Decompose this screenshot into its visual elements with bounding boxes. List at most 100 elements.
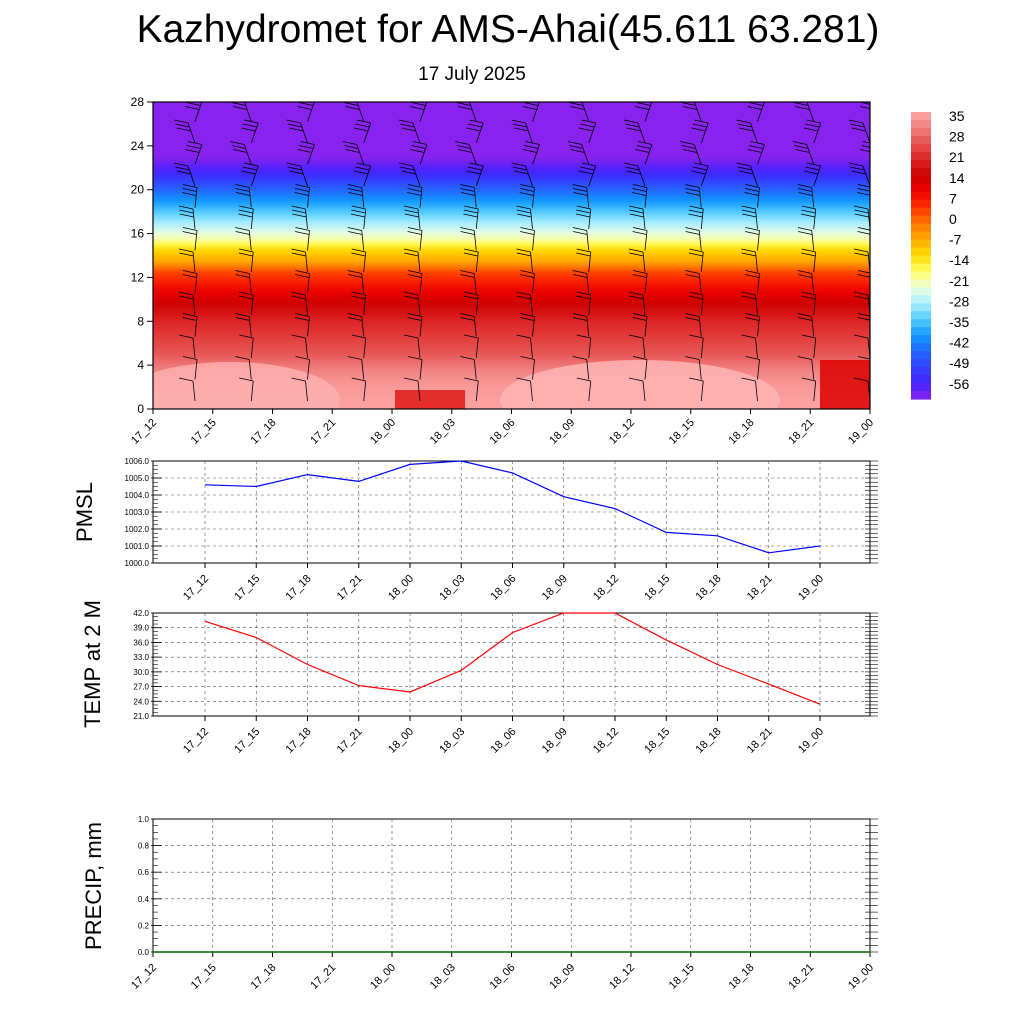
x-tick-label: 18_06: [488, 962, 518, 992]
wind-barb-flag: [741, 205, 756, 210]
wind-barb-flag: [573, 192, 588, 196]
wind-barb-flag: [749, 145, 764, 149]
wind-barb-flag: [632, 188, 647, 192]
wind-barb: [250, 294, 254, 316]
x-tick-label: 18_15: [642, 573, 672, 603]
panel-frame: [152, 460, 871, 564]
wind-barb-flag: [576, 377, 591, 382]
wind-barb-flag: [466, 127, 481, 132]
wind-barb-flag: [682, 149, 698, 153]
colorbar-label: -56: [949, 376, 969, 392]
wind-barb-flag: [516, 209, 531, 214]
wind-barb: [755, 294, 758, 316]
wind-barb-flag: [347, 184, 362, 188]
wind-barb: [700, 294, 704, 316]
wind-barb-flag: [407, 270, 423, 274]
wind-barb-flag: [568, 99, 582, 102]
wind-barb-flag: [860, 149, 870, 153]
heatmap-x-tick-label: 17_12: [129, 417, 159, 447]
wind-barb: [475, 122, 484, 144]
wind-barb: [192, 208, 196, 230]
wind-barb-flag: [572, 184, 587, 188]
wind-barb: [307, 187, 310, 208]
wind-barb-flag: [625, 166, 640, 171]
wind-barb-flag: [797, 270, 812, 274]
wind-barb-flag: [404, 213, 419, 218]
pmsl-axis-label: PMSL: [72, 482, 97, 542]
wind-barb: [192, 380, 196, 402]
x-tick-label: 18_15: [642, 726, 672, 756]
heatmap-y-tick-label: 4: [137, 358, 144, 372]
colorbar-band: [911, 175, 931, 185]
wind-barb-flag: [573, 188, 588, 192]
wind-barb-flag: [854, 295, 869, 300]
y-tick-label: 1000.0: [125, 559, 150, 568]
x-tick-label: 18_09: [540, 573, 570, 603]
wind-barb-flag: [230, 99, 244, 102]
wind-barb: [588, 251, 592, 273]
wind-barb: [532, 316, 535, 337]
wind-barb-flag: [238, 209, 253, 214]
wind-barb: [757, 359, 760, 380]
colorbar-band: [911, 327, 931, 336]
y-tick-label: 36.0: [133, 638, 149, 647]
wind-barb-flag: [182, 317, 197, 321]
wind-barb: [475, 251, 479, 273]
wind-barb-flag: [636, 145, 651, 149]
wind-barb-flag: [407, 184, 423, 188]
wind-barb: [532, 102, 540, 122]
colorbar-band: [911, 367, 931, 376]
colorbar-band: [911, 112, 931, 121]
x-tick-label: 17_12: [181, 726, 211, 756]
wind-barb-flag: [182, 192, 197, 196]
wind-barb: [813, 251, 817, 273]
wind-barb-flag: [572, 227, 587, 231]
wind-barb-flag: [569, 145, 584, 149]
wind-barb-flag: [638, 99, 652, 102]
warm-surface-area: [153, 362, 340, 409]
wind-barb-flag: [801, 377, 816, 382]
wind-barb: [307, 144, 315, 165]
wind-barb-flag: [355, 123, 370, 128]
wind-barb: [305, 380, 308, 402]
wind-barb-flag: [522, 149, 537, 153]
wind-barb-flag: [411, 102, 426, 106]
wind-barb-flag: [351, 248, 366, 253]
wind-barb: [755, 380, 758, 402]
wind-barb-flag: [741, 252, 756, 257]
wind-barb: [417, 294, 421, 316]
wind-barb-flag: [179, 252, 194, 257]
y-tick-label: 0.8: [138, 842, 150, 851]
wind-barb-flag: [520, 356, 535, 360]
wind-barb: [530, 294, 533, 316]
colorbar-band: [911, 375, 931, 384]
wind-barb-flag: [632, 184, 648, 188]
hot-surface-area: [820, 360, 870, 409]
wind-barb: [475, 165, 484, 187]
wind-barb-flag: [572, 313, 587, 317]
wind-barb-flag: [460, 274, 475, 278]
wind-barb-flag: [410, 149, 425, 153]
wind-barb-flag: [685, 356, 700, 360]
wind-barb-flag: [460, 356, 475, 360]
wind-barb-flag: [299, 145, 314, 149]
wind-barb-flag: [795, 149, 810, 153]
heatmap-x-tick-label: 17_21: [308, 417, 338, 447]
x-tick-label: 17_15: [189, 962, 219, 992]
wind-barb-flag: [514, 170, 529, 175]
colorbar-band: [911, 391, 931, 400]
wind-barb-flag: [745, 313, 760, 317]
wind-barb: [243, 144, 252, 165]
wind-barb: [693, 144, 702, 165]
wind-barb-flag: [576, 209, 591, 214]
wind-barb-flag: [403, 205, 419, 210]
wind-barb-flag: [742, 213, 757, 218]
wind-barb-flag: [347, 270, 362, 274]
wind-barb: [700, 380, 704, 402]
wind-barb-flag: [853, 205, 869, 210]
colorbar-label: -35: [949, 314, 969, 330]
x-tick-label: 18_21: [745, 573, 775, 603]
wind-barb-flag: [853, 291, 869, 296]
wind-barb-flag: [854, 213, 869, 218]
wind-barb-flag: [801, 209, 816, 214]
